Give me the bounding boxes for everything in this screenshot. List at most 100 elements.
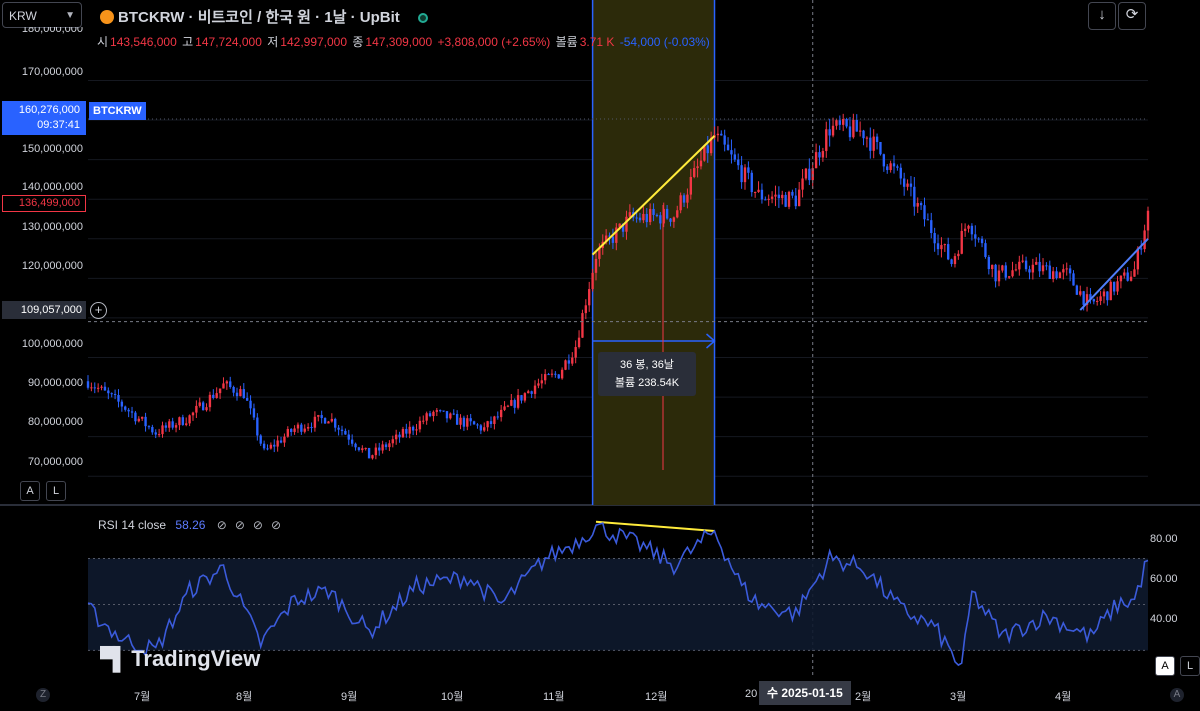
- candle-body: [513, 400, 516, 408]
- candle-body: [642, 213, 645, 221]
- candle-body: [96, 387, 100, 389]
- price-axis-label: 90,000,000: [27, 377, 83, 389]
- refresh-button[interactable]: ⟳: [1118, 2, 1146, 30]
- candle-body: [1011, 270, 1014, 277]
- candle-body: [394, 434, 398, 440]
- tradingview-watermark-text: TradingView: [131, 646, 261, 671]
- candle-body: [872, 136, 875, 151]
- time-axis-label: 12월: [645, 691, 668, 703]
- candle-body: [564, 360, 567, 370]
- candle-body: [781, 194, 784, 199]
- hidden-eye-icon[interactable]: ⊘: [252, 518, 263, 532]
- candle-body: [858, 130, 862, 132]
- market-status-icon[interactable]: [417, 13, 428, 23]
- candle-body: [367, 447, 371, 459]
- candle-body: [1089, 294, 1092, 300]
- rsi-log-scale-button[interactable]: L: [1180, 656, 1200, 676]
- candle-body: [323, 418, 327, 424]
- candle-body: [1136, 248, 1140, 270]
- candle-body: [648, 208, 652, 223]
- download-button[interactable]: ↓: [1088, 2, 1116, 30]
- candle-body: [168, 421, 171, 428]
- candle-body: [618, 223, 621, 228]
- candle-body: [1014, 269, 1018, 271]
- candle-body: [266, 448, 269, 450]
- price-axis-label: 130,000,000: [21, 221, 83, 233]
- candle-body: [645, 213, 648, 223]
- candle-body: [791, 191, 794, 196]
- candle-body: [672, 217, 676, 222]
- candle-body: [991, 264, 994, 270]
- candle-body: [378, 447, 381, 451]
- symbol-tag: BTCKRW: [89, 102, 146, 120]
- candle-body: [455, 413, 459, 425]
- rsi-auto-scale-button[interactable]: A: [1155, 656, 1175, 676]
- candle-body: [212, 394, 215, 398]
- candle-body: [974, 234, 977, 239]
- candle-body: [533, 385, 537, 394]
- candle-body: [970, 225, 974, 235]
- candle-body: [950, 259, 953, 265]
- candle-body: [760, 189, 764, 200]
- candle-body: [1035, 261, 1038, 265]
- hidden-eye-icon[interactable]: ⊘: [270, 518, 282, 532]
- auto-scale-button[interactable]: A: [20, 481, 40, 501]
- candle-body: [1102, 291, 1106, 297]
- candle-body: [540, 380, 543, 384]
- candle-body: [909, 183, 913, 187]
- candle-body: [604, 235, 608, 242]
- candle-body: [733, 154, 737, 160]
- crosshair-price-label: 109,057,000: [2, 301, 86, 319]
- axis-settings-icon[interactable]: A: [1170, 688, 1184, 702]
- timezone-icon[interactable]: Z: [36, 688, 50, 702]
- chart-title: BTCKRW · 비트코인 / 한국 원 · 1날 · UpBit: [100, 6, 428, 27]
- candle-body: [886, 166, 889, 171]
- candle-body: [256, 417, 259, 436]
- candle-body: [462, 417, 466, 427]
- candle-body: [418, 420, 422, 430]
- currency-select[interactable]: KRW ▼: [2, 2, 82, 28]
- candle-body: [422, 420, 425, 422]
- candle-body: [699, 160, 703, 167]
- candle-body: [577, 337, 581, 348]
- log-scale-button[interactable]: L: [46, 481, 66, 501]
- candle-body: [262, 443, 266, 449]
- candle-body: [957, 253, 960, 257]
- candle-body: [662, 208, 665, 224]
- candle-body: [303, 428, 306, 432]
- candle-body: [483, 427, 486, 431]
- candle-body: [591, 272, 594, 290]
- hidden-eye-icon[interactable]: ⊘: [216, 518, 227, 532]
- candle-body: [124, 406, 127, 410]
- candle-body: [330, 418, 334, 422]
- candle-body: [848, 126, 852, 138]
- hidden-eye-icon[interactable]: ⊘: [234, 518, 245, 532]
- candle-body: [940, 245, 943, 250]
- candle-body: [259, 435, 262, 444]
- candle-body: [943, 244, 946, 246]
- candle-body: [361, 448, 364, 451]
- candle-body: [232, 386, 235, 393]
- candle-body: [151, 426, 154, 433]
- candle-body: [290, 429, 293, 432]
- candle-body: [205, 407, 208, 411]
- volume-change-value: -54,000 (-0.03%): [619, 35, 710, 49]
- candle-body: [171, 421, 174, 428]
- add-alert-button[interactable]: +: [90, 302, 107, 319]
- candle-body: [523, 393, 527, 401]
- candle-body: [1119, 275, 1123, 282]
- candle-body: [235, 392, 239, 397]
- candle-body: [787, 191, 791, 207]
- candle-body: [855, 119, 858, 132]
- candle-body: [676, 210, 679, 218]
- candle-body: [1018, 261, 1021, 270]
- candle-body: [557, 374, 560, 379]
- candle-body: [398, 434, 401, 438]
- crosshair-date-label: 수 2025-01-15: [759, 681, 851, 705]
- candle-body: [584, 305, 588, 314]
- candle-body: [527, 391, 530, 394]
- candle-body: [334, 418, 337, 428]
- candle-body: [930, 220, 933, 234]
- candle-body: [550, 373, 554, 375]
